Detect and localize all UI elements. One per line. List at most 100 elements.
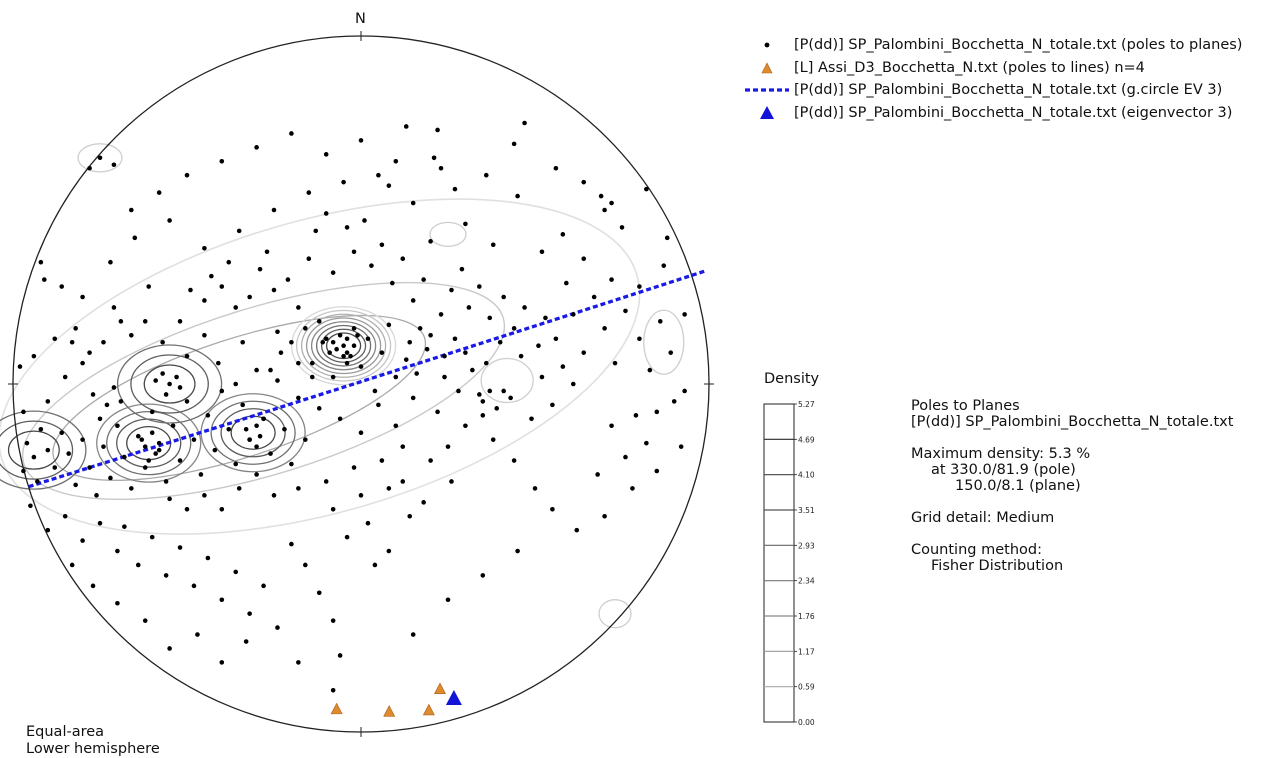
pole-point [209, 273, 214, 279]
pole-point [497, 339, 503, 345]
pole-point [337, 416, 343, 422]
pole-point [69, 339, 75, 345]
pole-point [644, 186, 649, 192]
pole-point [275, 625, 280, 630]
pole-point [233, 461, 239, 467]
pole-point [101, 444, 106, 449]
pole-point [177, 319, 183, 324]
colorbar-tick-label: 1.76 [798, 612, 815, 621]
pole-point [581, 179, 587, 185]
pole-point [177, 385, 183, 390]
pole-point [553, 165, 559, 171]
pole-point [226, 259, 232, 265]
pole-point [184, 399, 190, 404]
pole-point [664, 235, 670, 241]
pole-point [595, 472, 600, 477]
pole-point [240, 402, 245, 408]
pole-point [303, 437, 308, 442]
pole-point [90, 392, 96, 397]
pole-point [358, 364, 364, 369]
pole-point [111, 162, 117, 168]
pole-point [637, 336, 642, 342]
pole-point [233, 569, 239, 575]
pole-point [365, 520, 371, 526]
pole-point [550, 506, 555, 512]
pole-point [358, 430, 364, 436]
pole-point [654, 409, 660, 415]
pole-point [581, 350, 587, 355]
pole-point [309, 360, 315, 366]
pole-point [570, 381, 576, 387]
pole-point [108, 475, 113, 481]
pole-point [386, 486, 392, 491]
pole-point [323, 336, 329, 342]
pole-point [87, 165, 92, 171]
pole-point [421, 500, 426, 505]
pole-point [508, 395, 513, 401]
density-contour [290, 306, 397, 386]
pole-point [205, 413, 211, 418]
pole-point [456, 388, 461, 394]
pole-point [330, 339, 336, 345]
pole-point [351, 326, 357, 331]
pole-point [602, 513, 607, 519]
pole-point [410, 395, 416, 401]
density-contour [598, 599, 632, 629]
poles-to-lines [330, 682, 446, 717]
pole-point [463, 423, 468, 429]
pole-point [644, 440, 649, 446]
pole-point [97, 416, 103, 422]
legend-item-poles-to-lines: [L] Assi_D3_Bocchetta_N.txt (poles to li… [742, 57, 1242, 80]
pole-point [275, 378, 280, 383]
pole-point [431, 155, 437, 161]
pole-point [289, 541, 294, 547]
stats-panel: Poles to Planes [P(dd)] SP_Palombini_Bocc… [911, 398, 1233, 574]
colorbar-title: Density [764, 371, 820, 387]
pole-point [487, 388, 493, 394]
pole-point [480, 399, 486, 404]
pole-point [195, 632, 200, 637]
density-contour [325, 332, 362, 360]
pole-point [261, 416, 266, 422]
pole-point [442, 374, 447, 380]
density-contour [22, 281, 506, 501]
pole-point [118, 319, 124, 324]
pole-point [657, 319, 663, 324]
pole-point [21, 468, 26, 474]
pole-point [278, 350, 284, 355]
density-contour [106, 411, 192, 476]
pole-point [379, 350, 385, 355]
pole-point [306, 190, 312, 195]
pole-point [219, 284, 225, 289]
pole-point [355, 332, 360, 338]
pole-point [612, 360, 618, 366]
pole-point [163, 573, 169, 578]
pole-point [174, 374, 179, 380]
pole-point [303, 562, 308, 568]
pole-point [111, 305, 117, 310]
pole-point [149, 534, 155, 540]
pole-point [309, 374, 315, 380]
pole-point [609, 277, 614, 282]
pole-point [435, 409, 440, 415]
density-contour [0, 420, 74, 480]
density-contour [7, 430, 60, 470]
pole-point [445, 444, 451, 449]
pole-point [438, 312, 444, 317]
pole-point [320, 339, 326, 345]
pole-point [358, 138, 364, 143]
pole-point [219, 158, 225, 164]
pole-point [539, 374, 545, 380]
line-point [434, 682, 446, 694]
pole-point [483, 360, 489, 366]
density-contour [96, 403, 202, 483]
colorbar-tick-label: 2.34 [798, 577, 815, 586]
great-circle-ev3 [28, 269, 707, 489]
pole-point [289, 131, 294, 136]
density-contour [116, 418, 182, 468]
pole-point [219, 388, 225, 394]
pole-point [386, 183, 392, 188]
pole-point [268, 367, 273, 373]
pole-point [518, 353, 524, 359]
pole-point [219, 597, 225, 603]
